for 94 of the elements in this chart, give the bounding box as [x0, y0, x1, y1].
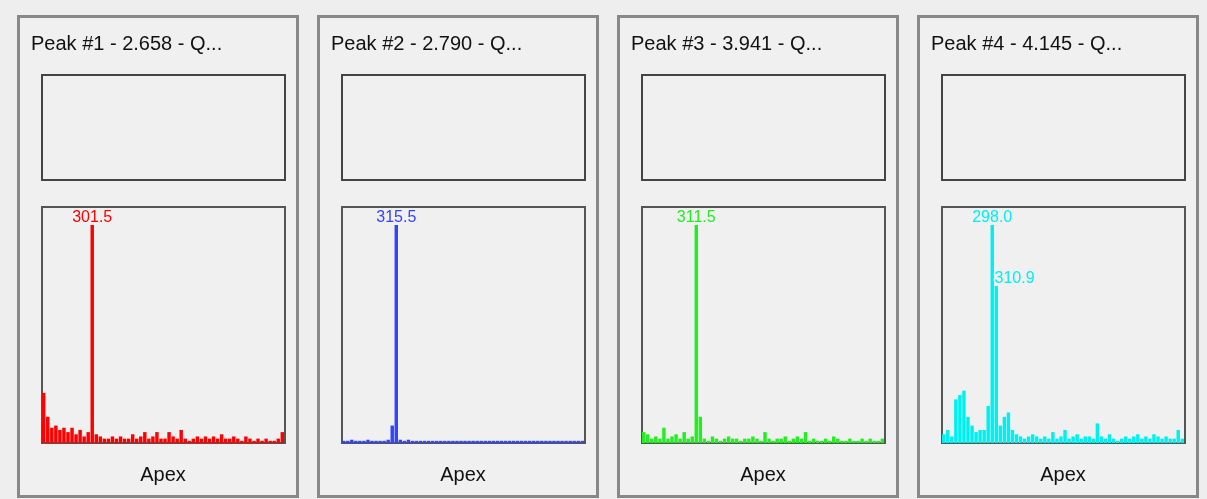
bar	[236, 438, 240, 443]
x-axis-title: Apex	[140, 463, 186, 485]
annotation: 310.9	[994, 269, 1035, 287]
bar	[1140, 438, 1144, 443]
bar	[1051, 432, 1055, 443]
bar	[1063, 429, 1067, 443]
bar	[1136, 434, 1140, 443]
bar	[860, 438, 864, 443]
bar	[751, 436, 755, 443]
bar	[662, 427, 666, 443]
bar	[130, 434, 135, 443]
bar	[118, 436, 123, 443]
bar	[674, 434, 678, 443]
bar	[195, 436, 200, 443]
bar	[1026, 436, 1031, 443]
bar	[1168, 438, 1172, 443]
bar	[1079, 438, 1083, 443]
chart-title: Peak #2 - 2.790 - Q...	[331, 32, 523, 54]
bar	[775, 438, 779, 443]
bar	[78, 429, 82, 443]
bar	[1107, 434, 1112, 443]
bar	[832, 436, 836, 443]
bar	[151, 436, 155, 443]
bar	[1014, 434, 1019, 443]
bar	[98, 436, 103, 443]
bar	[763, 432, 767, 443]
bar	[1160, 438, 1164, 443]
text: 301.5	[72, 208, 113, 225]
bar	[1018, 436, 1023, 443]
bar	[962, 390, 966, 443]
bar	[1071, 436, 1075, 443]
bar	[978, 429, 982, 443]
bar	[755, 438, 759, 443]
bar	[682, 432, 686, 443]
bar	[743, 438, 747, 443]
bar	[1152, 434, 1156, 443]
bar	[783, 436, 787, 443]
bar	[795, 436, 800, 443]
bar	[211, 436, 216, 443]
x-axis-title: Apex	[1040, 463, 1086, 485]
bar	[1087, 436, 1091, 443]
bar	[747, 438, 751, 443]
bar	[143, 432, 147, 443]
chart-title: Peak #1 - 2.658 - Q...	[31, 32, 223, 54]
bar	[203, 436, 208, 443]
bar	[1144, 436, 1148, 443]
bar	[171, 436, 175, 443]
bar	[155, 432, 159, 443]
bar	[670, 436, 674, 443]
bar	[244, 436, 248, 443]
bar	[836, 438, 840, 443]
bar	[232, 436, 236, 443]
bar	[179, 429, 183, 443]
text: 311.5	[676, 208, 716, 225]
bar	[66, 432, 70, 443]
chart-title: Peak #4 - 4.145 - Q...	[931, 32, 1123, 54]
bar	[868, 438, 872, 443]
bar	[167, 432, 171, 443]
chart-title: Peak #3 - 3.941 - Q...	[631, 32, 823, 54]
bar	[650, 438, 654, 443]
bar	[654, 436, 658, 443]
bar	[139, 436, 143, 443]
bar	[1148, 438, 1152, 443]
bar	[710, 436, 715, 443]
bar	[1083, 436, 1087, 443]
bar	[1075, 434, 1079, 443]
bar	[62, 427, 66, 443]
bar	[1156, 436, 1160, 443]
bar	[779, 438, 783, 443]
bar	[848, 438, 852, 443]
bar	[1095, 423, 1100, 443]
bar	[726, 436, 731, 443]
bar	[1164, 436, 1168, 443]
bar	[70, 427, 74, 443]
bar	[219, 434, 224, 443]
bar	[248, 438, 252, 443]
bar	[264, 438, 268, 443]
bar	[958, 395, 962, 443]
bar	[954, 399, 958, 443]
x-axis-title: Apex	[440, 463, 486, 485]
annotation: 298.0	[972, 208, 1013, 225]
bar	[110, 436, 115, 443]
bar	[1123, 436, 1128, 443]
bar	[1035, 436, 1039, 443]
bar	[58, 429, 62, 443]
x-axis-title: Apex	[740, 463, 786, 485]
bar	[1132, 436, 1136, 443]
bar	[1043, 436, 1047, 443]
bar	[1030, 434, 1035, 443]
bar	[256, 438, 260, 443]
bar	[646, 434, 650, 443]
bar	[942, 434, 946, 443]
bar	[54, 425, 58, 443]
text: 315.5	[376, 208, 417, 225]
